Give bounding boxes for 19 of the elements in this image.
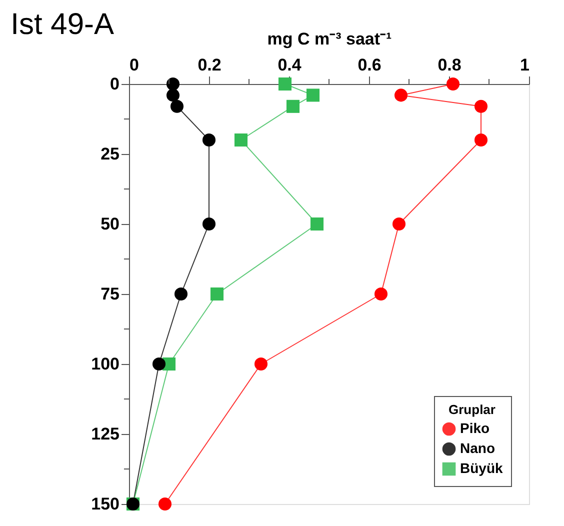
y-tick-label: 125 bbox=[91, 424, 120, 444]
x-tick-label: 1 bbox=[520, 56, 530, 74]
legend-label: Piko bbox=[460, 420, 490, 436]
x-tick-label: 0.4 bbox=[278, 56, 302, 74]
chart-title: Ist 49-A bbox=[10, 8, 114, 41]
legend-title: Gruplar bbox=[448, 402, 496, 417]
x-tick-label: 0.2 bbox=[198, 56, 222, 74]
x-axis-title: mg C m⁻³ saat⁻¹ bbox=[267, 30, 392, 48]
y-tick-label: 75 bbox=[100, 284, 120, 304]
x-tick-label: 0.8 bbox=[438, 56, 462, 74]
x-tick-label: 0 bbox=[130, 56, 139, 74]
y-tick-label: 0 bbox=[110, 74, 120, 94]
y-tick-label: 25 bbox=[100, 144, 120, 164]
legend-label: Nano bbox=[460, 440, 495, 456]
x-tick-label: 0.6 bbox=[358, 56, 382, 74]
y-tick-label: 150 bbox=[91, 494, 120, 514]
y-tick-label: 100 bbox=[91, 354, 120, 374]
legend-label: Büyük bbox=[460, 460, 503, 476]
y-tick-label: 50 bbox=[100, 214, 120, 234]
